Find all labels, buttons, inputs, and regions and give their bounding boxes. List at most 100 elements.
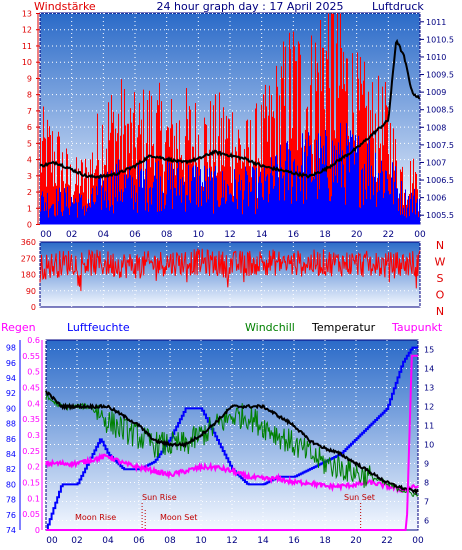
panel3-plot-area [45,339,419,531]
time-tick-label: 16 [288,230,300,240]
humidity-tick-label: 74 [6,526,16,535]
humidity-tick-label: 76 [6,511,16,520]
direction-tick-label: 0 [31,303,36,312]
rain-tick-label: 0.6 [27,336,40,345]
time-tick-label: 10 [195,536,207,546]
time-tick-label: 02 [71,536,82,546]
pressure-tick-label: 1007.5 [426,141,454,150]
wind-tick-label: 3 [27,172,32,181]
rain-tick-label: 0.5 [27,368,40,377]
temp-tick-label: 14 [424,365,434,374]
temp-tick-label: 13 [424,384,434,393]
humidity-tick-label: 80 [6,480,16,489]
rain-tick-label: 0.1 [27,494,40,503]
sun-set-label: Sun Set [344,493,375,502]
time-tick-label: 22 [381,536,392,546]
wind-tick-label: 1 [27,204,32,213]
panel1-right-label: Luftdruck [372,0,424,13]
wind-tick-label: 4 [27,156,32,165]
temp-tick-label: 7 [424,498,429,507]
humidity-tick-label: 88 [6,420,16,429]
pressure-line [39,38,421,180]
legend-temperatur: Temperatur [311,321,376,334]
time-tick-label: 06 [129,230,141,240]
time-tick-label: 00 [412,536,424,546]
compass-label: O [436,289,445,302]
pressure-tick-label: 1007 [426,158,446,167]
pressure-tick-label: 1005.5 [426,211,454,220]
humidity-tick-label: 86 [6,435,16,444]
wind-tick-label: 2 [27,188,32,197]
pressure-tick-label: 1011 [426,18,446,27]
humidity-tick-label: 90 [6,404,16,413]
rain-tick-label: 0.2 [27,463,40,472]
temp-tick-label: 12 [424,403,434,412]
time-tick-label: 04 [102,536,114,546]
panel1-left-label: Windstärke [34,0,96,13]
direction-tick-label: 180 [21,271,36,280]
temperature-line [45,390,419,496]
rain-tick-label: 0.35 [22,415,40,424]
pressure-tick-label: 1008.5 [426,106,454,115]
time-tick-label: 12 [224,230,235,240]
direction-tick-label: 360 [21,238,36,247]
wind-tick-label: 6 [27,123,32,132]
humidity-tick-label: 96 [6,359,16,368]
compass-label: W [435,256,446,269]
moon-rise-label: Moon Rise [75,513,116,522]
time-tick-label: 04 [98,230,110,240]
rain-tick-label: 0.15 [22,479,40,488]
time-tick-label: 06 [133,536,145,546]
direction-tick-label: 270 [21,254,36,263]
dewpoint-line [45,452,419,494]
rain-line [46,354,418,531]
legend-windchill: Windchill [245,321,295,334]
rain-tick-label: 0.3 [27,431,40,440]
temp-tick-label: 6 [424,517,429,526]
windchill-line [45,394,419,497]
time-tick-label: 08 [161,230,173,240]
wind-tick-label: 7 [27,107,32,116]
compass-label: N [436,305,444,318]
rain-tick-label: 0.05 [22,510,40,519]
humidity-tick-label: 84 [6,450,16,459]
legend-taupunkt: Taupunkt [391,321,443,334]
rain-tick-label: 0.55 [22,352,40,361]
time-tick-label: 10 [193,230,205,240]
time-tick-label: 08 [164,536,176,546]
time-tick-label: 18 [319,230,331,240]
rain-tick-label: 0.4 [27,399,40,408]
compass-label: N [436,239,444,252]
pressure-tick-label: 1008 [426,123,446,132]
time-tick-label: 14 [257,536,269,546]
time-tick-label: 18 [319,536,331,546]
wind-tick-label: 5 [27,139,32,148]
temp-tick-label: 8 [424,479,429,488]
pressure-tick-label: 1010.5 [426,35,454,44]
direction-tick-label: 90 [26,287,36,296]
temp-tick-label: 9 [424,460,429,469]
time-tick-label: 20 [350,536,362,546]
pressure-tick-label: 1006 [426,194,446,203]
rain-tick-label: 0.25 [22,447,40,456]
pressure-tick-label: 1009.5 [426,71,454,80]
temp-tick-label: 10 [424,441,434,450]
wind-tick-label: 13 [22,10,32,19]
pressure-tick-label: 1009 [426,88,446,97]
pressure-tick-label: 1010 [426,53,446,62]
wind-tick-label: 10 [22,58,32,67]
wind-tick-label: 11 [22,42,32,51]
panel1-title: 24 hour graph day : 17 April 2025 [157,0,344,13]
temp-tick-label: 11 [424,422,434,431]
moon-set-label: Moon Set [160,513,197,522]
sun-rise-label: Sun Rise [142,493,177,502]
time-tick-label: 16 [288,536,300,546]
legend-luftfeuchte: Luftfeuchte [67,321,130,334]
wind-tick-label: 0 [27,221,32,230]
temp-tick-label: 15 [424,346,434,355]
legend-regen: Regen [1,321,36,334]
rain-tick-label: 0.45 [22,384,40,393]
humidity-tick-label: 98 [6,344,16,353]
